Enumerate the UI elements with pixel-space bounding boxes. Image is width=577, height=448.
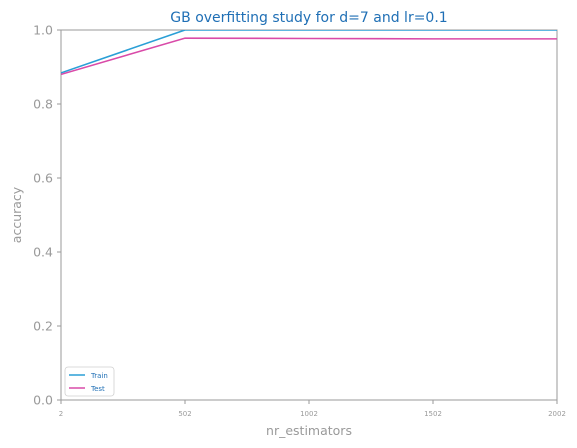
x-tick-label: 2002 — [548, 410, 566, 418]
x-axis-label: nr_estimators — [266, 423, 352, 438]
y-axis: 0.0 0.2 0.4 0.6 0.8 1.0 — [33, 23, 61, 408]
y-tick-label: 1.0 — [33, 23, 53, 38]
legend: Train Test — [64, 366, 115, 397]
y-tick-label: 0.6 — [33, 171, 53, 186]
x-tick-label: 2 — [59, 410, 63, 418]
x-tick-label: 1002 — [300, 410, 318, 418]
series-line-test — [61, 37, 557, 76]
legend-label-test: Test — [90, 385, 105, 393]
x-axis: 2 502 1002 1502 2002 — [59, 400, 566, 418]
plot-frame — [60, 29, 558, 401]
plot-area — [60, 29, 558, 401]
x-tick-label: 1502 — [424, 410, 442, 418]
y-tick-label: 0.4 — [33, 245, 53, 260]
x-tick-label: 502 — [178, 410, 191, 418]
series-layer — [61, 30, 557, 76]
chart-title: GB overfitting study for d=7 and lr=0.1 — [170, 10, 447, 26]
legend-label-train: Train — [90, 372, 108, 380]
y-tick-label: 0.8 — [33, 97, 53, 112]
y-tick-label: 0.2 — [33, 319, 53, 334]
y-axis-label: accuracy — [9, 186, 24, 243]
series-line-train — [61, 30, 557, 74]
y-tick-label: 0.0 — [33, 393, 53, 408]
